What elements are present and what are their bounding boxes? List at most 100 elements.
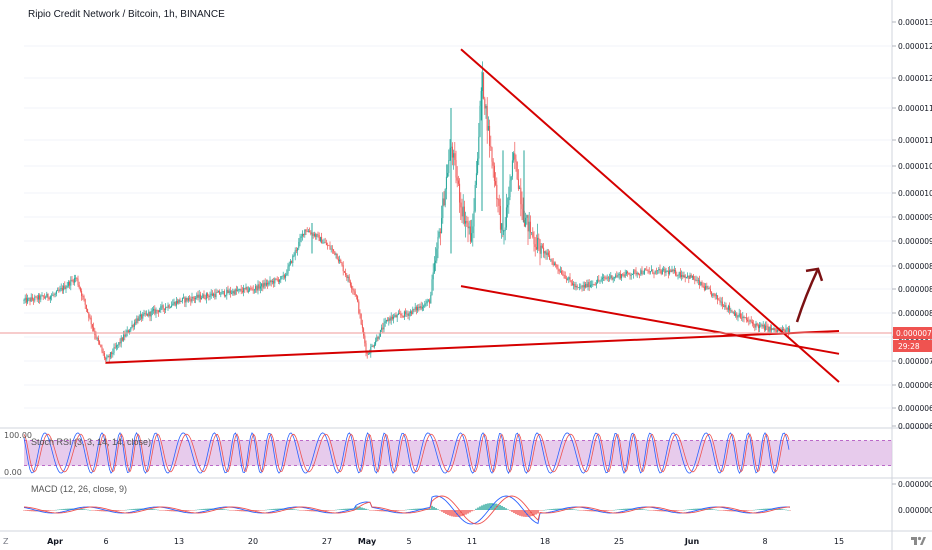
candle-body <box>558 269 560 272</box>
candle-body <box>251 288 253 290</box>
candle-body <box>77 278 79 285</box>
macd-signal-line <box>23 495 791 525</box>
candle-body <box>93 327 95 331</box>
price-axis[interactable]: 0.00001300 0.00001250 0.00001200 0.00001150… <box>0 18 932 431</box>
candle-body <box>651 269 653 272</box>
candle-body <box>444 189 446 206</box>
candle-body <box>240 289 242 292</box>
candle-body <box>615 275 617 278</box>
candle-body <box>640 270 642 275</box>
candle-body <box>253 289 255 291</box>
macd-histogram-bar <box>763 508 765 510</box>
macd-histogram-bar <box>119 510 121 511</box>
candle-body <box>483 72 485 99</box>
candle-body <box>769 326 771 331</box>
candle-body <box>239 289 241 290</box>
candle-body <box>339 259 341 262</box>
macd-histogram-bar <box>749 510 751 511</box>
candle-body <box>397 313 399 315</box>
candle-body <box>754 324 756 328</box>
candle-body <box>54 293 56 295</box>
macd-histogram-bar <box>587 510 589 512</box>
candle-body <box>678 272 680 276</box>
candle-body <box>162 305 164 309</box>
macd-histogram-bar <box>767 508 769 510</box>
macd-histogram-bar <box>125 509 127 511</box>
time-tick-label: May <box>358 537 377 546</box>
candle-body <box>523 219 525 227</box>
macd-histogram-bar <box>709 508 711 510</box>
candle-body <box>503 230 505 232</box>
candle-body <box>619 273 621 279</box>
macd-histogram-bar <box>325 510 327 512</box>
candle-body <box>520 187 522 205</box>
candle-body <box>360 314 362 325</box>
candle-body <box>217 291 219 293</box>
candle-body <box>301 233 303 237</box>
candle-body <box>167 305 169 308</box>
candle-body <box>463 206 465 224</box>
candle-body <box>697 280 699 281</box>
candle-body <box>655 270 657 272</box>
macd-histogram-bar <box>627 508 629 510</box>
macd-histogram-bar <box>383 510 385 512</box>
macd-histogram-bar <box>613 509 615 511</box>
candle-body <box>214 293 216 298</box>
candle-body <box>611 275 613 280</box>
candle-body <box>757 325 759 329</box>
candle-body <box>653 273 655 275</box>
candle-body <box>222 291 224 292</box>
candle-body <box>262 283 264 288</box>
candle-body <box>103 353 105 359</box>
candle-body <box>540 245 542 254</box>
candle-body <box>70 279 72 286</box>
candle-body <box>322 242 324 244</box>
candle-body <box>315 234 317 237</box>
macd-histogram-bar <box>81 509 83 510</box>
candle-body <box>258 284 260 289</box>
candle-body <box>528 221 530 232</box>
candle-body <box>763 324 765 331</box>
candle-body <box>610 275 612 278</box>
candle-body <box>451 146 453 158</box>
candle-body <box>30 297 32 302</box>
candle-body <box>591 284 593 286</box>
candle-body <box>631 274 633 276</box>
candle-body <box>557 267 559 270</box>
candle-body <box>597 279 599 284</box>
macd-histogram-bar <box>39 510 41 512</box>
macd-histogram-bar <box>375 510 377 511</box>
candle-body <box>82 296 84 297</box>
macd-histogram-bar <box>299 510 301 511</box>
macd-histogram-bar <box>115 510 117 512</box>
candle-body <box>689 274 691 279</box>
candle-body <box>700 282 702 285</box>
trend-drawings[interactable] <box>105 48 840 383</box>
candle-body <box>144 313 146 315</box>
price-tick-label: 0.00000800 <box>898 309 932 318</box>
candle-body <box>273 281 275 284</box>
candle-body <box>405 311 407 314</box>
macd-histogram-bar <box>193 510 195 511</box>
candle-body <box>324 242 326 243</box>
candle-body <box>407 313 409 316</box>
zoom-icon[interactable]: Z <box>3 537 9 546</box>
candle-body <box>394 315 396 317</box>
time-axis[interactable]: Apr 6 13 20 27 May 5 11 18 25 Jun 8 15 <box>47 537 844 546</box>
macd-tick-label: 0.00000000 <box>898 506 932 515</box>
candle-body <box>123 334 125 341</box>
candle-body <box>249 288 251 291</box>
candle-body <box>83 296 85 300</box>
candle-body <box>448 160 450 173</box>
macd-histogram-bar <box>481 505 483 510</box>
candle-body <box>472 226 474 234</box>
candle-body <box>124 334 126 337</box>
macd-histogram-bar <box>447 510 449 515</box>
candle-body <box>346 274 348 278</box>
macd-histogram-bar <box>273 508 275 510</box>
candle-body <box>275 278 277 280</box>
macd-histogram-bar <box>237 510 239 512</box>
macd-histogram-bar <box>393 510 395 512</box>
candle-body <box>781 328 783 332</box>
